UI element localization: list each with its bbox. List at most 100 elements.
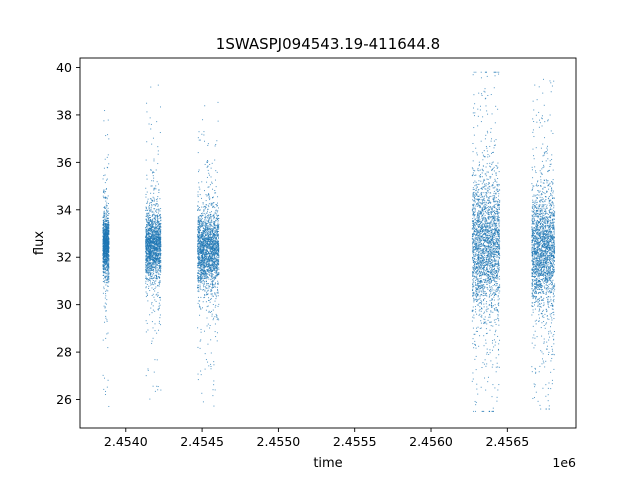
scatter-point (209, 285, 211, 287)
scatter-point (158, 254, 160, 256)
scatter-point (210, 253, 212, 255)
scatter-point (145, 245, 147, 247)
scatter-point (202, 243, 204, 245)
scatter-point (147, 241, 149, 243)
scatter-point (153, 172, 155, 173)
scatter-point (149, 240, 151, 242)
scatter-point (150, 240, 152, 242)
scatter-point (102, 231, 104, 233)
scatter-point (215, 313, 217, 315)
scatter-point (482, 362, 484, 364)
scatter-point (145, 233, 147, 235)
scatter-point (106, 224, 108, 226)
scatter-point (200, 226, 202, 228)
scatter-point (148, 233, 150, 235)
scatter-point (145, 193, 147, 195)
scatter-point (149, 280, 151, 282)
scatter-point (209, 227, 211, 229)
scatter-point (146, 260, 148, 262)
scatter-point (212, 287, 214, 289)
scatter-point (212, 197, 214, 199)
scatter-point (216, 267, 218, 269)
scatter-point (208, 260, 210, 262)
scatter-point (149, 249, 151, 251)
scatter-point (204, 208, 206, 210)
scatter-point (213, 258, 215, 260)
scatter-point (150, 264, 152, 266)
scatter-point (156, 217, 158, 219)
scatter-point (152, 237, 154, 239)
scatter-point (151, 226, 153, 227)
scatter-point (203, 206, 205, 208)
scatter-point (156, 232, 158, 234)
scatter-point (200, 278, 202, 280)
scatter-point (160, 324, 162, 326)
scatter-point (149, 248, 151, 250)
scatter-point (107, 245, 109, 247)
scatter-point (201, 214, 203, 216)
scatter-point (151, 251, 153, 253)
scatter-point (204, 265, 206, 267)
scatter-point (206, 287, 208, 289)
scatter-point (148, 218, 150, 220)
scatter-point (158, 233, 160, 235)
scatter-point (197, 244, 199, 246)
scatter-point (212, 264, 214, 266)
scatter-point (202, 251, 204, 253)
scatter-point (211, 250, 213, 252)
scatter-point (154, 359, 156, 361)
scatter-point (146, 237, 148, 239)
scatter-point (210, 298, 212, 300)
scatter-point (198, 186, 200, 188)
scatter-point (158, 191, 160, 193)
scatter-point (211, 255, 213, 257)
scatter-point (211, 293, 213, 295)
scatter-point (216, 271, 218, 273)
scatter-point (158, 259, 160, 261)
scatter-point (156, 250, 158, 252)
scatter-point (107, 210, 109, 212)
scatter-point (205, 194, 207, 196)
scatter-point (107, 258, 109, 260)
scatter-point (200, 243, 202, 245)
scatter-point (148, 252, 150, 254)
scatter-point (207, 165, 209, 167)
scatter-point (153, 284, 155, 286)
scatter-point (207, 143, 209, 145)
scatter-point (106, 249, 108, 251)
scatter-point (105, 228, 107, 230)
scatter-point (103, 266, 105, 268)
scatter-point (148, 216, 150, 218)
scatter-point (216, 171, 218, 173)
scatter-point (154, 283, 156, 285)
scatter-point (211, 230, 213, 232)
scatter-point (158, 305, 160, 307)
scatter-point (216, 235, 218, 237)
scatter-point (102, 260, 104, 262)
scatter-point (212, 304, 214, 306)
scatter-point (212, 235, 214, 237)
scatter-point (106, 237, 108, 239)
scatter-point (149, 273, 151, 275)
scatter-point (105, 267, 107, 269)
scatter-point (103, 232, 105, 234)
scatter-point (151, 278, 153, 280)
scatter-point (148, 206, 150, 208)
scatter-point (210, 220, 212, 222)
scatter-point (217, 249, 219, 251)
scatter-point (103, 232, 105, 234)
scatter-point (200, 245, 202, 247)
scatter-point (212, 253, 214, 255)
scatter-point (105, 247, 107, 249)
scatter-point (104, 268, 106, 270)
scatter-point (216, 274, 218, 276)
scatter-point (148, 239, 150, 241)
scatter-point (202, 215, 204, 217)
scatter-point (205, 262, 207, 264)
scatter-point (150, 236, 152, 238)
scatter-point (105, 303, 107, 305)
scatter-point (207, 264, 209, 266)
scatter-point (108, 264, 110, 266)
scatter-point (198, 304, 200, 306)
scatter-point (151, 244, 153, 246)
